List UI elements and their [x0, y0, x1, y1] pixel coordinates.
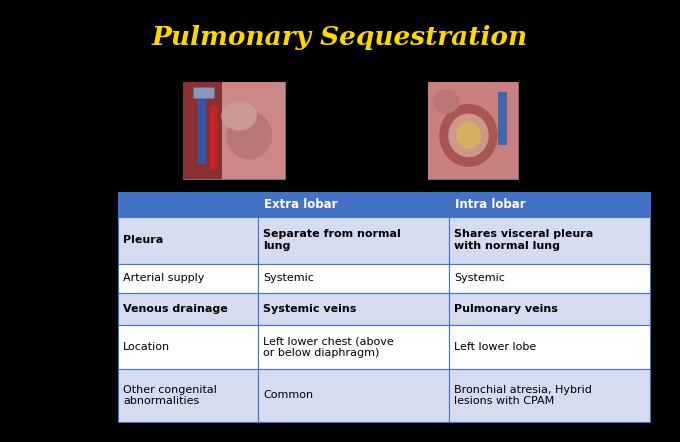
- Text: Other congenital
abnormalities: Other congenital abnormalities: [123, 385, 217, 406]
- Bar: [118, 293, 258, 325]
- Bar: [258, 217, 449, 264]
- Text: Left lower lobe: Left lower lobe: [454, 342, 537, 352]
- Bar: [449, 293, 650, 325]
- Bar: [258, 369, 449, 422]
- Text: Common: Common: [263, 390, 313, 400]
- Bar: [428, 82, 518, 179]
- Text: Pulmonary veins: Pulmonary veins: [454, 304, 558, 314]
- Ellipse shape: [432, 89, 460, 114]
- Bar: [449, 192, 650, 217]
- Text: Left lower chest (above
or below diaphragm): Left lower chest (above or below diaphra…: [263, 336, 394, 358]
- Bar: [449, 325, 650, 369]
- Bar: [118, 192, 258, 217]
- Bar: [449, 217, 650, 264]
- Ellipse shape: [439, 104, 498, 167]
- Text: Systemic veins: Systemic veins: [263, 304, 356, 314]
- Bar: [193, 87, 214, 99]
- Text: Location: Location: [123, 342, 170, 352]
- Bar: [209, 106, 217, 169]
- Text: Extra lobar: Extra lobar: [264, 198, 337, 211]
- Text: Systemic: Systemic: [454, 273, 505, 283]
- Ellipse shape: [456, 122, 481, 149]
- Bar: [183, 82, 224, 179]
- Bar: [258, 192, 449, 217]
- Bar: [449, 264, 650, 293]
- Bar: [118, 264, 258, 293]
- Bar: [258, 325, 449, 369]
- Ellipse shape: [221, 101, 257, 130]
- Bar: [498, 91, 507, 145]
- Text: Pulmonary Sequestration: Pulmonary Sequestration: [152, 26, 528, 50]
- Text: Shares visceral pleura
with normal lung: Shares visceral pleura with normal lung: [454, 229, 594, 251]
- Bar: [449, 369, 650, 422]
- Text: Pleura: Pleura: [123, 235, 163, 245]
- Bar: [222, 82, 285, 179]
- Text: Venous drainage: Venous drainage: [123, 304, 228, 314]
- Text: Bronchial atresia, Hybrid
lesions with CPAM: Bronchial atresia, Hybrid lesions with C…: [454, 385, 592, 406]
- Bar: [183, 82, 285, 179]
- Bar: [258, 264, 449, 293]
- Bar: [118, 369, 258, 422]
- Text: Arterial supply: Arterial supply: [123, 273, 205, 283]
- Bar: [199, 91, 207, 164]
- Ellipse shape: [448, 114, 489, 157]
- Bar: [428, 82, 518, 179]
- Text: Systemic: Systemic: [263, 273, 313, 283]
- Text: Intra lobar: Intra lobar: [456, 198, 526, 211]
- Bar: [258, 293, 449, 325]
- Bar: [118, 325, 258, 369]
- Ellipse shape: [226, 111, 272, 160]
- Bar: [118, 217, 258, 264]
- Text: Separate from normal
lung: Separate from normal lung: [263, 229, 401, 251]
